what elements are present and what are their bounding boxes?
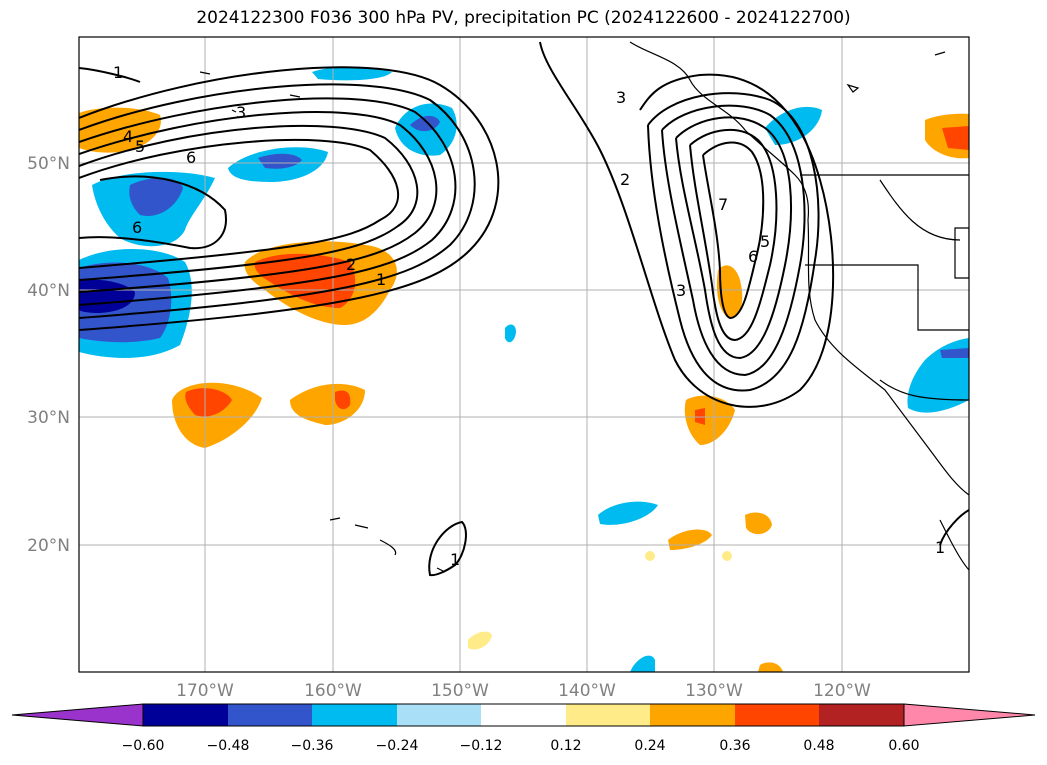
lon-label: 170°W <box>176 681 234 701</box>
contour-label: 1 <box>376 270 386 289</box>
contour-label: 6 <box>132 218 142 237</box>
longitude-labels: 170°W 160°W 150°W 140°W 130°W 120°W <box>176 681 871 701</box>
colorbar-tick-label: 0.60 <box>888 738 919 754</box>
colorbar-tick-label: 0.36 <box>719 738 750 754</box>
colorbar-swatch <box>566 704 650 726</box>
lon-label: 120°W <box>813 681 871 701</box>
lat-label: 30°N <box>27 408 70 428</box>
contour-label: 1 <box>935 538 945 557</box>
colorbar-swatch <box>819 704 904 726</box>
colorbar-swatch <box>481 704 566 726</box>
lon-label: 130°W <box>685 681 743 701</box>
colorbar-min-arrow <box>11 703 144 727</box>
contour-label: 1 <box>113 63 123 82</box>
colorbar-swatch <box>650 704 735 726</box>
colorbar-tick-label: −0.24 <box>376 738 419 754</box>
lon-label: 150°W <box>431 681 489 701</box>
contour-label: 6 <box>186 148 196 167</box>
contour-label: 2 <box>346 255 356 274</box>
contour-labels: 1 3 4 5 6 6 2 1 3 2 3 7 6 5 1 1 <box>113 63 945 569</box>
colorbar-tick-label: 0.48 <box>803 738 834 754</box>
colorbar-tick-label: −0.48 <box>207 738 250 754</box>
lat-label: 20°N <box>27 536 70 556</box>
colorbar-swatch <box>397 704 481 726</box>
contour-label: 1 <box>450 550 460 569</box>
precip-fills <box>79 67 969 672</box>
contour-label: 4 <box>123 127 133 146</box>
graticule <box>79 37 969 672</box>
colorbar-swatch <box>735 704 819 726</box>
colorbar-tick-label: −0.12 <box>460 738 503 754</box>
colorbar-tick-label: 0.12 <box>550 738 581 754</box>
contour-label: 3 <box>676 281 686 300</box>
colorbar-tick-label: −0.60 <box>122 738 165 754</box>
lat-label: 40°N <box>27 281 70 301</box>
latitude-labels: 50°N 40°N 30°N 20°N <box>27 154 70 556</box>
contour-label: 5 <box>135 137 145 156</box>
contour-label: 7 <box>718 195 728 214</box>
contour-label: 6 <box>748 247 758 266</box>
colorbar-max-arrow <box>903 703 1036 727</box>
colorbar-tick-label: −0.36 <box>291 738 334 754</box>
map-border <box>78 36 970 673</box>
contour-label: 3 <box>616 88 626 107</box>
lon-label: 140°W <box>558 681 616 701</box>
map-title: 2024122300 F036 300 hPa PV, precipitatio… <box>196 8 851 28</box>
contour-label: 2 <box>620 170 630 189</box>
pv-contours <box>79 41 969 577</box>
colorbar-swatch <box>143 704 228 726</box>
contour-label: 5 <box>760 232 770 251</box>
colorbar-swatch <box>312 704 397 726</box>
colorbar-swatch <box>228 704 312 726</box>
coastline <box>199 41 969 573</box>
colorbar-tick-label: 0.24 <box>634 738 665 754</box>
contour-label: 3 <box>236 103 246 122</box>
lon-label: 160°W <box>304 681 362 701</box>
lat-label: 50°N <box>27 154 70 174</box>
colorbar: −0.60 −0.48 −0.36 −0.24 −0.12 0.12 0.24 … <box>11 703 1036 754</box>
